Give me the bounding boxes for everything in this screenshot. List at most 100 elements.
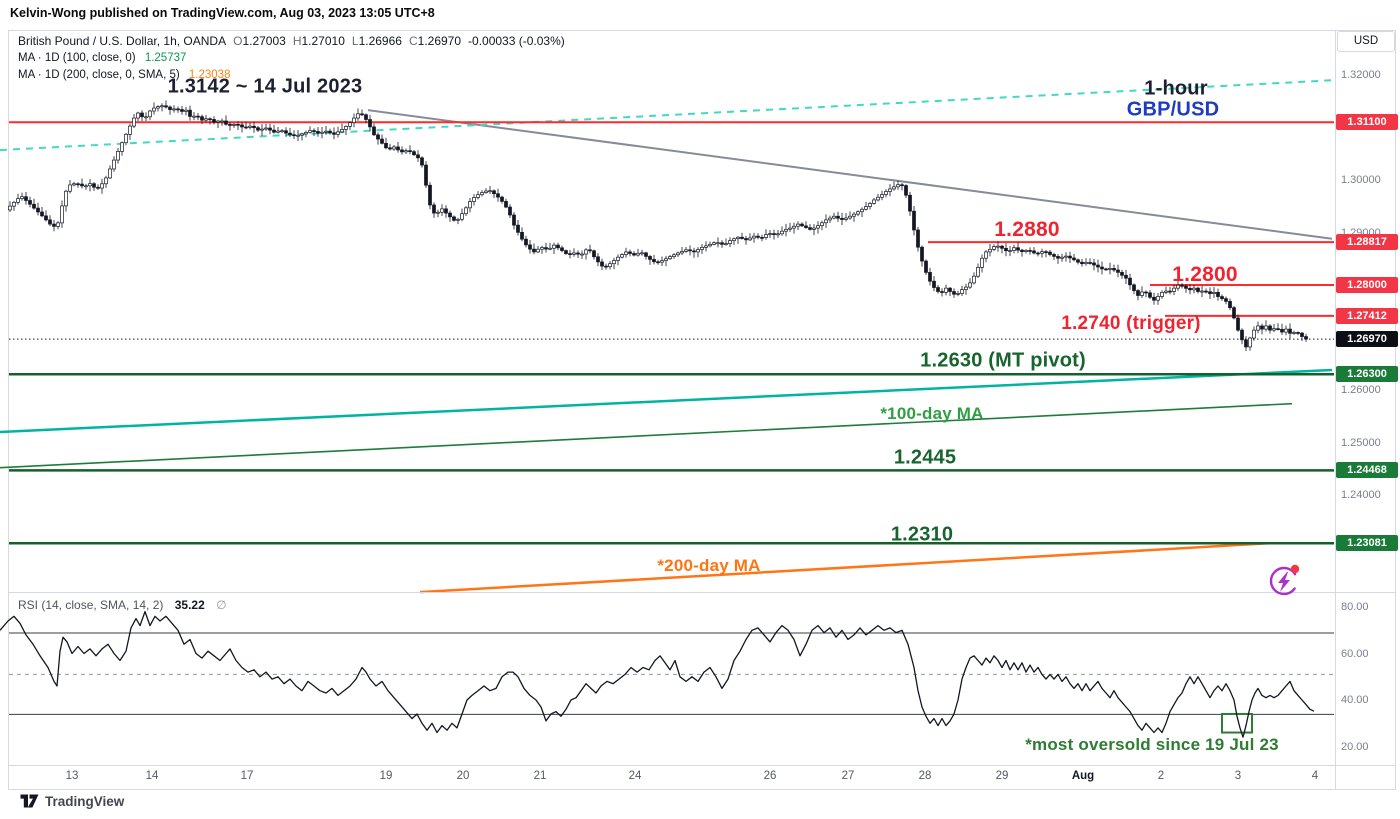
rsi-label: RSI (14, close, SMA, 14, 2) xyxy=(18,598,164,612)
candle-up xyxy=(780,230,784,235)
candle-down xyxy=(1124,274,1128,279)
symbol-legend-row[interactable]: British Pound / U.S. Dollar, 1h, OANDA O1… xyxy=(18,33,565,49)
candle-down xyxy=(544,247,548,250)
candle-up xyxy=(1040,251,1044,254)
candle-down xyxy=(564,250,568,254)
price-level-chip: 1.26970 xyxy=(1336,331,1398,348)
price-axis-divider[interactable] xyxy=(1335,30,1336,790)
candle-down xyxy=(524,238,528,246)
candle-down xyxy=(444,208,448,214)
candle-up xyxy=(1256,325,1260,331)
candle-down xyxy=(384,142,388,149)
candle-up xyxy=(308,130,312,133)
candle-down xyxy=(804,225,808,228)
ohlc-value: O1.27003 xyxy=(233,34,286,48)
candle-down xyxy=(1000,245,1004,249)
candle-down xyxy=(1288,328,1292,334)
candle-down xyxy=(1280,328,1284,333)
candle-down xyxy=(1016,247,1020,251)
candle-up xyxy=(832,215,836,219)
candle-down xyxy=(652,259,656,263)
candle-up xyxy=(968,282,972,288)
candle-down xyxy=(432,204,436,214)
candle-down xyxy=(528,244,532,250)
rsi-smoothing-empty-icon: ∅ xyxy=(216,598,227,612)
candle-up xyxy=(864,206,868,210)
candle-down xyxy=(372,126,376,136)
candle-up xyxy=(700,247,704,250)
candle-down xyxy=(1236,317,1240,331)
candle-down xyxy=(1136,290,1140,296)
candle-down xyxy=(180,109,184,112)
candle-up xyxy=(712,242,716,245)
candle-down xyxy=(1180,284,1184,287)
candle-down xyxy=(840,217,844,220)
price-axis-label: 1.24000 xyxy=(1341,489,1381,501)
candle-down xyxy=(1100,266,1104,270)
trendline-ma-200-day xyxy=(419,542,1269,594)
candle-up xyxy=(1292,332,1296,334)
tradingview-logo-icon xyxy=(20,794,39,808)
time-axis-label: 26 xyxy=(763,770,777,782)
candle-up xyxy=(988,249,992,253)
candle-up xyxy=(1064,255,1068,258)
candle-down xyxy=(504,201,508,208)
candle-up xyxy=(1192,287,1196,291)
candle-up xyxy=(436,211,440,214)
annotation-pair-note: GBP/USD xyxy=(1126,98,1220,121)
candle-down xyxy=(1036,252,1040,255)
candle-down xyxy=(268,127,272,131)
time-axis-label: 14 xyxy=(145,770,159,782)
candle-up xyxy=(476,194,480,198)
candle-up xyxy=(980,257,984,268)
candle-down xyxy=(496,193,500,198)
candle-up xyxy=(704,245,708,248)
time-axis-divider[interactable] xyxy=(8,765,1396,766)
candle-down xyxy=(1004,247,1008,252)
candle-up xyxy=(860,208,864,213)
trendline-ma-100-day xyxy=(0,402,1293,469)
candle-down xyxy=(576,252,580,255)
candle-up xyxy=(892,186,896,190)
candle-down xyxy=(588,249,592,252)
candle-down xyxy=(952,291,956,295)
candle-up xyxy=(172,108,176,111)
candle-down xyxy=(24,196,28,201)
ma200-legend-row[interactable]: MA · 1D (200, close, 0, SMA, 5) 1.23038 xyxy=(18,67,565,83)
ma100-legend-row[interactable]: MA · 1D (100, close, 0) 1.25737 xyxy=(18,50,565,66)
candle-up xyxy=(896,184,900,188)
candle-up xyxy=(248,125,252,128)
currency-toggle-button[interactable]: USD xyxy=(1337,31,1395,52)
candle-up xyxy=(1264,325,1268,330)
candle-down xyxy=(32,203,36,209)
price-axis-label: 1.30000 xyxy=(1341,174,1381,186)
candle-up xyxy=(1212,292,1216,294)
candle-up xyxy=(320,131,324,134)
price-level-chip: 1.31100 xyxy=(1336,114,1398,131)
candle-down xyxy=(1072,257,1076,261)
candle-down xyxy=(164,105,168,108)
candle-up xyxy=(852,213,856,217)
time-axis-label: 13 xyxy=(65,770,79,782)
candle-up xyxy=(612,260,616,265)
candle-up xyxy=(456,218,460,221)
price-axis-label: 1.26000 xyxy=(1341,384,1381,396)
tradingview-logo[interactable]: TradingView xyxy=(20,793,124,809)
candle-down xyxy=(292,134,296,137)
pane-divider[interactable] xyxy=(8,592,1396,593)
candle-down xyxy=(140,112,144,118)
candle-up xyxy=(336,131,340,135)
candle-up xyxy=(812,227,816,230)
trendline-rising-dashed-resistance xyxy=(0,79,1333,152)
candle-up xyxy=(824,219,828,224)
candle-up xyxy=(1108,268,1112,270)
candle-up xyxy=(1008,250,1012,252)
candle-down xyxy=(744,238,748,241)
flash-events-icon[interactable] xyxy=(1264,558,1306,602)
rsi-indicator-legend[interactable]: RSI (14, close, SMA, 14, 2) 35.22 ∅ xyxy=(18,598,227,612)
candle-up xyxy=(540,247,544,250)
candle-up xyxy=(136,112,140,119)
candle-down xyxy=(904,185,908,196)
candle-down xyxy=(416,154,420,159)
